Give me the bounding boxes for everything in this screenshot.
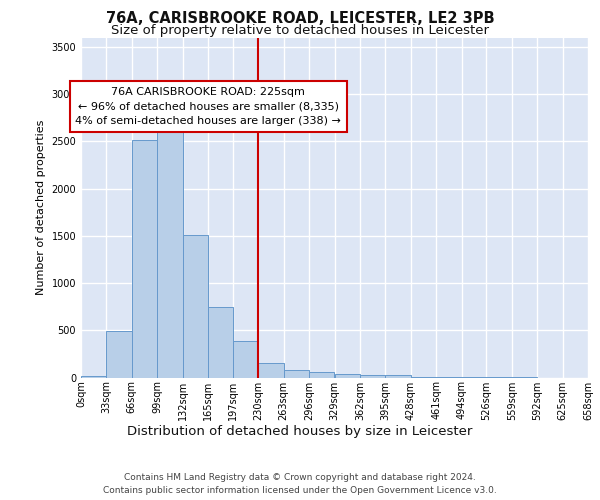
Bar (335, 374, 360, 378)
Bar (233, 340, 258, 378)
Y-axis label: Number of detached properties: Number of detached properties (36, 120, 46, 295)
Bar (132, 140, 157, 378)
Text: Distribution of detached houses by size in Leicester: Distribution of detached houses by size … (127, 424, 473, 438)
Bar (385, 375, 411, 378)
Bar (258, 364, 284, 378)
Bar (183, 235, 208, 378)
Text: 76A CARISBROOKE ROAD: 225sqm
← 96% of detached houses are smaller (8,335)
4% of : 76A CARISBROOKE ROAD: 225sqm ← 96% of de… (75, 86, 341, 126)
Bar (81, 376, 106, 378)
Bar (284, 370, 309, 378)
Text: Contains HM Land Registry data © Crown copyright and database right 2024.
Contai: Contains HM Land Registry data © Crown c… (103, 474, 497, 495)
Bar (106, 331, 132, 378)
Text: 76A, CARISBROOKE ROAD, LEICESTER, LE2 3PB: 76A, CARISBROOKE ROAD, LEICESTER, LE2 3P… (106, 11, 494, 26)
Bar (360, 374, 385, 378)
Bar (309, 372, 335, 378)
Bar (208, 306, 233, 378)
Text: Size of property relative to detached houses in Leicester: Size of property relative to detached ho… (111, 24, 489, 37)
Bar (157, 111, 183, 378)
